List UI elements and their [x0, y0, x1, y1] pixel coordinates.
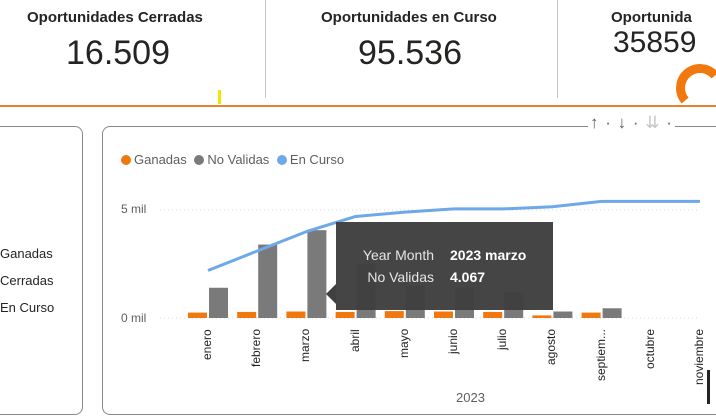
x-tick-label: octubre [642, 328, 657, 369]
slicer-marker [218, 90, 221, 104]
tooltip-pointer [326, 284, 336, 304]
kpi-value-third: 35859 [613, 26, 697, 59]
legend-dot [276, 155, 287, 165]
x-tick-label: febrero [249, 328, 264, 367]
tooltip-label-series: No Validas [367, 269, 434, 285]
x-tick-label: septiem... [593, 328, 608, 381]
separator-dot: · [632, 113, 640, 132]
legend-label: Ganadas [134, 152, 187, 167]
kpi-title-closed: Oportunidades Cerradas [27, 9, 203, 26]
tooltip-value-month: 2023 marzo [450, 247, 527, 263]
x-tick-label: marzo [298, 328, 313, 362]
x-tick-label: junio [446, 328, 460, 354]
x-tick-label: agosto [544, 328, 559, 365]
drill-up-icon[interactable]: ↑ [590, 113, 600, 132]
x-tick-label: abril [347, 329, 362, 352]
kpi-value-in-progress: 95.536 [358, 34, 462, 72]
legend-item-en-curso[interactable]: En Curso [276, 152, 345, 167]
visual-toolbar: ↑ · ↓ · ⇊ · [588, 113, 675, 133]
legend-item-no-validas[interactable]: No Validas [194, 152, 269, 167]
x-tick-label: mayo [396, 328, 411, 358]
side-panel [0, 126, 83, 415]
legend-item-ganadas[interactable]: Ganadas [121, 152, 187, 167]
section-divider [0, 105, 716, 107]
kpi-title-third: Oportunida [611, 9, 692, 26]
legend-dot [194, 155, 205, 165]
kpi-title-in-progress: Oportunidades en Curso [321, 9, 497, 26]
separator-dot: · [666, 113, 673, 132]
legend-label: En Curso [289, 152, 345, 167]
drill-down-icon[interactable]: ↓ [617, 113, 628, 132]
separator-dot: · [605, 113, 612, 132]
legend-dot [121, 155, 131, 165]
kpi-divider [557, 0, 558, 98]
tooltip-label-month: Year Month [362, 247, 434, 263]
x-tick-label: julio [495, 328, 510, 350]
x-axis-year-label: 2023 [456, 390, 485, 405]
expand-all-icon[interactable]: ⇊ [645, 113, 661, 132]
legend-label: No Validas [207, 152, 270, 167]
y-tick-label: 0 mil [121, 311, 147, 325]
side-legend-ganadas: Ganadas [0, 246, 53, 261]
tooltip-value-series: 4.067 [450, 269, 486, 285]
kpi-value-closed: 16.509 [66, 34, 170, 72]
y-tick-label: 5 mil [121, 202, 147, 216]
kpi-divider [265, 0, 266, 98]
x-tick-label: noviembre [692, 328, 706, 385]
scrollbar[interactable] [707, 370, 710, 404]
x-tick-label: enero [200, 329, 214, 360]
side-legend-cerradas: Cerradas [0, 273, 54, 288]
tooltip: Year Month 2023 marzo No Validas 4.067 [336, 222, 553, 310]
chart-legend: Ganadas No Validas En Curso [121, 152, 348, 167]
side-legend-en-curso: En Curso [0, 300, 55, 315]
